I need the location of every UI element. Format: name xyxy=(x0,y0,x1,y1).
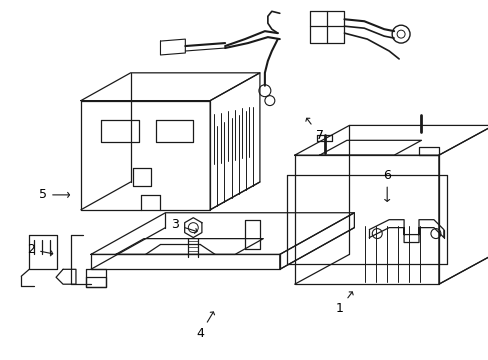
Text: 1: 1 xyxy=(335,292,352,315)
Text: 5: 5 xyxy=(39,188,69,201)
Text: 6: 6 xyxy=(383,168,390,201)
Text: 7: 7 xyxy=(305,118,323,142)
Text: 4: 4 xyxy=(196,312,214,340)
Text: 3: 3 xyxy=(171,218,197,233)
Text: 2: 2 xyxy=(27,243,53,256)
